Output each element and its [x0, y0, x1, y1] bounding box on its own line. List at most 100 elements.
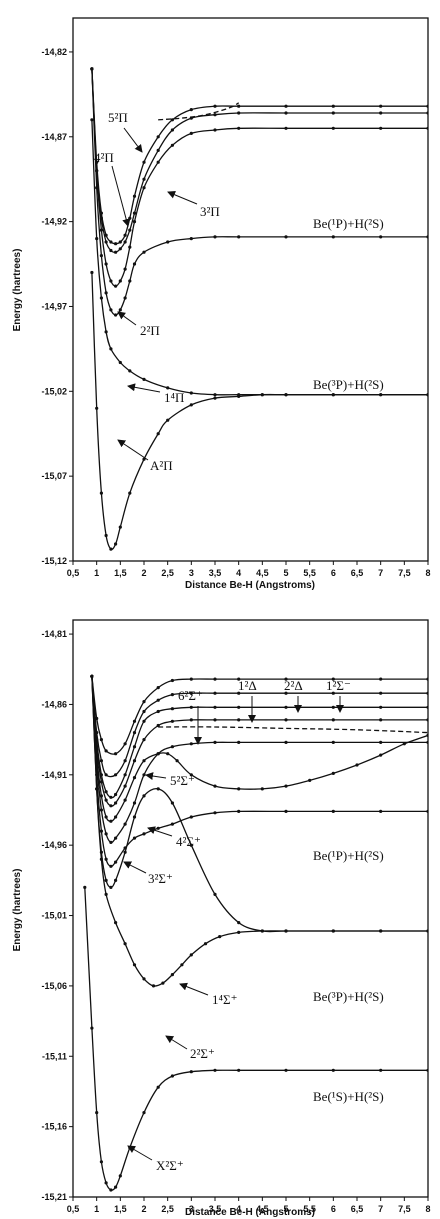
- data-point: [132, 836, 137, 840]
- data-point: [237, 740, 241, 745]
- data-point: [170, 822, 174, 826]
- data-point: [142, 719, 146, 723]
- label-22Pi: 2²Π: [140, 323, 160, 338]
- y-axis-title: Energy (hartrees): [12, 249, 23, 332]
- arrow-42Pi: [111, 165, 131, 227]
- data-point: [213, 1068, 217, 1072]
- data-point: [118, 1174, 122, 1178]
- data-point: [90, 674, 94, 678]
- data-point: [99, 759, 103, 763]
- arrow-32Pi: [167, 190, 198, 205]
- data-point: [170, 693, 174, 697]
- data-point: [114, 836, 118, 840]
- data-point: [104, 857, 108, 861]
- plot-frame: [72, 619, 429, 1198]
- chart-2-ticks: 0,5 1 1,5 2 2,5 3 3,5 4 4,5 5 5,5 6 6,5 7 7,5 8 -14,81 -1…: [41, 629, 430, 1214]
- data-point: [213, 396, 217, 400]
- data-point: [104, 233, 108, 237]
- label-X2Sigma: X²Σ⁺: [156, 1158, 184, 1173]
- label-22Delta: 2²Δ: [284, 678, 303, 693]
- data-point: [156, 709, 160, 714]
- data-point: [132, 194, 137, 198]
- data-point: [426, 111, 428, 115]
- data-point: [379, 718, 383, 722]
- data-point: [237, 705, 241, 709]
- data-point: [170, 143, 174, 147]
- data-point: [104, 832, 108, 836]
- data-point: [308, 778, 312, 783]
- data-point: [170, 128, 174, 132]
- data-point: [189, 237, 193, 241]
- data-point: [99, 850, 103, 854]
- label-asym-1S: Be(¹S)+H(²S): [313, 1089, 384, 1104]
- data-point: [114, 792, 118, 797]
- x-tick-label: 2: [141, 568, 146, 578]
- x-tick-label: 5: [283, 1204, 288, 1214]
- data-point: [142, 977, 146, 981]
- data-point: [237, 111, 241, 115]
- data-point: [284, 111, 288, 115]
- x-tick-label: 6,5: [351, 1204, 364, 1214]
- label-asym-3P: Be(³P)+H(²S): [313, 377, 384, 392]
- data-point: [284, 718, 288, 722]
- data-point: [99, 773, 103, 777]
- data-point: [426, 235, 428, 239]
- data-point: [284, 126, 288, 130]
- data-point: [379, 740, 383, 745]
- data-point: [156, 135, 160, 139]
- data-point: [123, 822, 127, 826]
- label-asym-3P: Be(³P)+H(²S): [313, 989, 384, 1004]
- data-point: [426, 718, 428, 722]
- series-line: [158, 102, 240, 121]
- data-point: [142, 709, 146, 714]
- data-point: [237, 787, 241, 791]
- data-point: [180, 963, 184, 967]
- data-point: [104, 533, 108, 538]
- data-point: [109, 1188, 113, 1192]
- data-point: [213, 740, 217, 745]
- x-tick-label: 4: [236, 1204, 241, 1214]
- x-tick-label: 3,5: [209, 1204, 222, 1214]
- data-point: [331, 677, 335, 681]
- label-12SigmaMinus: 1²Σ⁻: [326, 678, 351, 693]
- data-point: [109, 804, 113, 808]
- data-point: [114, 815, 118, 819]
- data-point: [237, 921, 241, 925]
- data-point: [128, 245, 132, 249]
- label-52Pi: 5²Π: [108, 110, 128, 125]
- data-point: [123, 240, 127, 244]
- data-point: [237, 677, 241, 681]
- data-point: [170, 1074, 174, 1078]
- label-42Pi: 4²Π: [94, 150, 114, 165]
- data-point: [170, 118, 174, 122]
- data-point: [213, 393, 217, 397]
- data-point: [156, 787, 160, 791]
- data-point: [99, 829, 103, 833]
- data-point: [128, 216, 132, 220]
- series-line: [91, 119, 428, 396]
- data-point: [189, 718, 193, 722]
- data-point: [109, 240, 113, 244]
- y-tick-label: -15,12: [41, 556, 67, 566]
- data-point: [379, 677, 383, 681]
- arrow-22Pi: [117, 311, 137, 326]
- data-point: [132, 731, 137, 735]
- data-point: [90, 67, 94, 71]
- data-point: [99, 1160, 103, 1164]
- x-tick-label: 5,5: [303, 568, 316, 578]
- data-point: [426, 104, 428, 108]
- series-line: [91, 676, 428, 778]
- data-point: [189, 953, 193, 957]
- data-point: [114, 542, 118, 546]
- data-point: [237, 393, 241, 397]
- data-point: [166, 752, 170, 756]
- data-point: [123, 798, 127, 802]
- y-tick-label: -15,07: [41, 471, 67, 481]
- data-point: [213, 784, 217, 788]
- data-point: [104, 291, 108, 295]
- y-tick-label: -15,11: [42, 1051, 67, 1061]
- data-point: [123, 784, 127, 788]
- series-line: [91, 676, 428, 844]
- data-point: [109, 840, 113, 845]
- data-point: [426, 677, 428, 681]
